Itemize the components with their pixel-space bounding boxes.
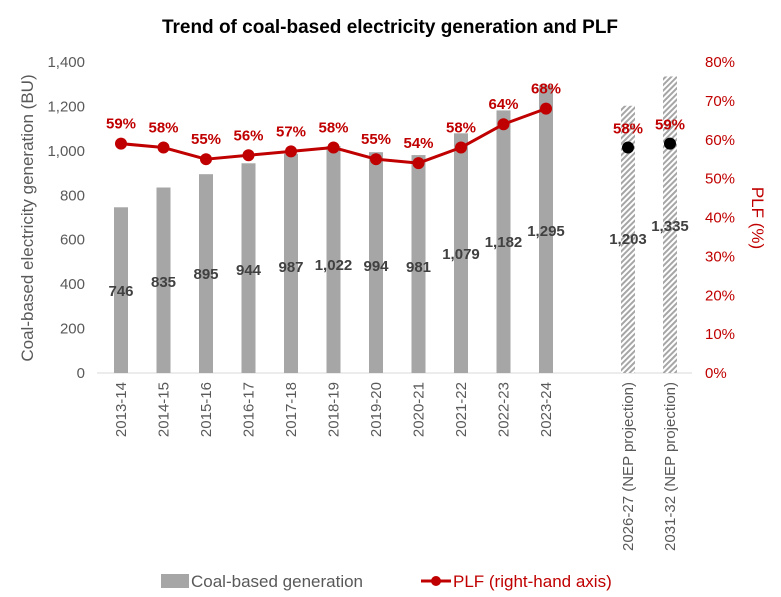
legend-swatch-plf-marker: [431, 576, 441, 586]
plf-marker: [412, 157, 425, 170]
left-tick-label: 0: [77, 365, 85, 382]
right-tick-label: 10%: [705, 326, 735, 343]
left-axis-ticks: 0 200 400 600 800 1,000 1,200 1,400: [47, 54, 85, 382]
plf-data-label: 58%: [446, 120, 476, 137]
bar-data-label: 1,335: [651, 218, 689, 235]
plf-marker: [285, 145, 297, 158]
plf-marker: [370, 153, 382, 166]
bar: [496, 110, 511, 374]
left-tick-label: 800: [60, 187, 85, 204]
plf-data-label: 55%: [361, 131, 391, 148]
plf-data-label: 59%: [106, 116, 136, 133]
plf-marker: [157, 141, 170, 154]
plf-data-label: 58%: [318, 120, 348, 137]
plf-marker: [115, 137, 127, 150]
bar: [114, 207, 128, 373]
category-label: 2015-16: [198, 382, 215, 437]
bar-labels-group: 746 835 895 944 987 1,022 994 981 1,079 1,1821,29…: [108, 218, 688, 300]
category-label: 2014-15: [156, 382, 173, 437]
bar: [411, 155, 426, 373]
plf-projection-marker: [664, 137, 676, 150]
plf-marker: [497, 118, 510, 131]
bar-data-label: 944: [236, 262, 262, 279]
bar-data-label: 987: [278, 259, 303, 276]
bar: [156, 187, 171, 373]
plf-labels-group: 59% 58% 55% 56% 57% 58% 55% 54% 58% 64% 68% 58% 59%: [106, 81, 685, 152]
bar: [369, 152, 383, 373]
legend-label-generation: Coal-based generation: [191, 572, 363, 591]
bar-data-label: 895: [193, 266, 218, 283]
plf-marker: [200, 153, 212, 166]
plf-projection-marker: [622, 141, 634, 154]
bar-projection: [621, 105, 635, 373]
bar: [454, 133, 468, 373]
bar-data-label: 981: [406, 259, 431, 276]
plf-data-label: 57%: [276, 123, 306, 140]
left-tick-label: 1,200: [47, 98, 85, 115]
left-tick-label: 200: [60, 321, 85, 338]
plf-line-group: [115, 102, 676, 170]
legend-label-plf: PLF (right-hand axis): [453, 572, 612, 591]
right-tick-label: 50%: [705, 171, 735, 188]
plf-marker: [455, 141, 467, 154]
category-label: 2026-27 (NEP projection): [620, 382, 637, 551]
right-tick-label: 0%: [705, 365, 727, 382]
plf-data-label: 64%: [488, 96, 518, 113]
right-axis-title: PLF (%): [748, 187, 767, 249]
bar-projection: [663, 76, 677, 374]
bar: [199, 174, 213, 373]
bar: [241, 163, 256, 373]
category-label: 2017-18: [283, 382, 300, 437]
legend: Coal-based generation PLF (right-hand ax…: [161, 572, 612, 591]
plf-projection-label: 59%: [655, 117, 685, 134]
bar-data-label: 835: [151, 274, 176, 291]
legend-swatch-generation: [161, 574, 189, 588]
bar-data-label: 1,295: [527, 223, 565, 240]
category-labels-group: 2013-14 2014-15 2015-16 2016-17 2017-18 2018-…: [113, 382, 679, 551]
right-tick-label: 20%: [705, 287, 735, 304]
plf-projection-label: 58%: [613, 121, 643, 138]
right-tick-label: 30%: [705, 248, 735, 265]
plf-data-label: 68%: [531, 81, 561, 98]
plf-marker: [242, 149, 255, 162]
left-axis-title: Coal-based electricity generation (BU): [18, 74, 37, 361]
category-label: 2021-22: [453, 382, 470, 437]
bar-data-label: 1,022: [315, 257, 353, 274]
category-label: 2031-32 (NEP projection): [662, 382, 679, 551]
bar-data-label: 746: [108, 283, 133, 300]
category-label: 2023-24: [538, 382, 555, 437]
left-tick-label: 1,000: [47, 143, 85, 160]
category-label: 2016-17: [241, 382, 258, 437]
left-tick-label: 1,400: [47, 54, 85, 71]
plf-marker: [327, 141, 340, 154]
right-tick-label: 40%: [705, 210, 735, 227]
plf-data-label: 55%: [191, 131, 221, 148]
right-tick-label: 60%: [705, 132, 735, 149]
category-label: 2019-20: [368, 382, 385, 437]
plf-data-label: 58%: [148, 120, 178, 137]
category-label: 2013-14: [113, 382, 130, 437]
bar-data-label: 1,182: [485, 234, 523, 251]
right-tick-label: 80%: [705, 54, 735, 71]
bar-data-label: 1,203: [609, 231, 647, 248]
bar-data-label: 994: [363, 258, 389, 275]
category-label: 2018-19: [326, 382, 343, 437]
plf-data-label: 54%: [403, 135, 433, 152]
bar: [539, 85, 553, 373]
right-tick-label: 70%: [705, 93, 735, 110]
bars-group: [114, 76, 677, 374]
left-tick-label: 400: [60, 276, 85, 293]
right-axis-ticks: 0% 10% 20% 30% 40% 50% 60% 70% 80%: [705, 54, 735, 382]
chart-title: Trend of coal-based electricity generati…: [162, 17, 618, 38]
plf-marker: [540, 102, 552, 115]
category-label: 2022-23: [496, 382, 513, 437]
bar: [284, 153, 298, 373]
category-label: 2020-21: [411, 382, 428, 437]
bar: [326, 145, 341, 373]
left-tick-label: 600: [60, 232, 85, 249]
plf-data-label: 56%: [233, 127, 263, 144]
bar-data-label: 1,079: [442, 246, 480, 263]
